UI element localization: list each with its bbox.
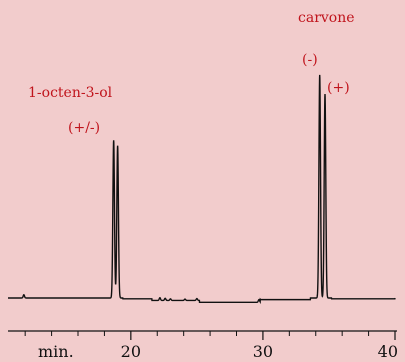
annotation-octenol-enantiomers: (+/-) — [68, 120, 100, 136]
annotation-carvone-name: carvone — [298, 10, 355, 26]
x-axis-label: min. — [38, 342, 74, 361]
x-tick-label: 20 — [121, 342, 141, 361]
annotation-carvone-plus: (+) — [327, 80, 350, 96]
trace-layer — [8, 74, 396, 305]
chromatogram-trace — [8, 74, 396, 305]
axis-layer: 20 30 40 — [8, 330, 398, 361]
x-tick-label: 40 — [378, 342, 398, 361]
x-tick-label: 30 — [253, 342, 273, 361]
annotation-octenol-name: 1-octen-3-ol — [28, 85, 113, 101]
annotation-carvone-minus: (-) — [302, 52, 318, 68]
